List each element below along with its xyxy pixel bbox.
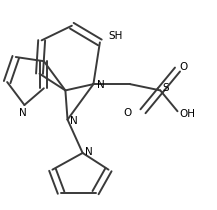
Text: N: N: [97, 80, 104, 90]
Text: OH: OH: [180, 109, 196, 119]
Text: N: N: [85, 147, 92, 157]
Text: N: N: [70, 116, 77, 126]
Text: SH: SH: [108, 31, 123, 41]
Text: O: O: [180, 62, 188, 72]
Text: O: O: [124, 108, 132, 118]
Text: S: S: [162, 83, 169, 93]
Text: N: N: [20, 108, 27, 118]
